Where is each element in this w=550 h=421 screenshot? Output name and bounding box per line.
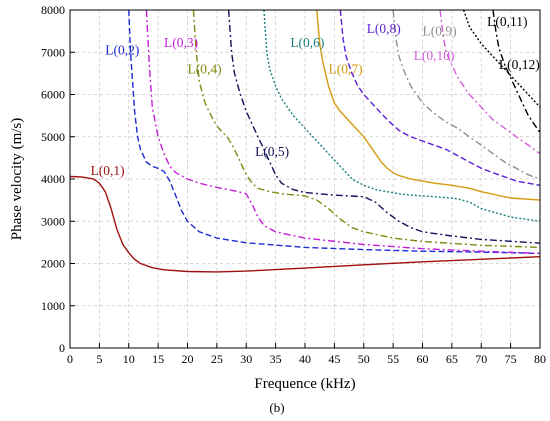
series-line-7: [316, 9, 541, 201]
series-line-1: [69, 175, 541, 273]
y-tick-label: 6000: [41, 88, 65, 102]
series-label-9: L(0,9): [423, 23, 457, 38]
series-label-3: L(0,3): [164, 35, 198, 50]
x-tick-label: 0: [67, 352, 73, 366]
x-tick-label: 60: [417, 352, 429, 366]
series-line-2: [128, 9, 541, 255]
y-axis-title: Phase velocity (m/s): [9, 118, 25, 240]
y-tick-label: 4000: [41, 172, 65, 186]
x-tick-label: 55: [387, 352, 399, 366]
axis-ticks: 0 5 10 15 20 25 30 35 40 45 50 55 60 65 70 75 80 0 1000 200…: [41, 3, 546, 366]
y-tick-label: 5000: [41, 130, 65, 144]
x-tick-label: 20: [182, 352, 194, 366]
series-label-1: L(0,1): [91, 163, 125, 178]
series-line-3: [145, 9, 541, 255]
x-axis-title: Frequence (kHz): [254, 376, 355, 392]
x-tick-label: 65: [446, 352, 458, 366]
x-tick-label: 30: [240, 352, 252, 366]
series-label-8: L(0,8): [367, 21, 401, 36]
series-line-4: [192, 9, 541, 249]
x-tick-label: 15: [152, 352, 164, 366]
series-line-10: [439, 9, 541, 155]
x-tick-label: 25: [211, 352, 223, 366]
series-line-8: [339, 9, 541, 186]
x-tick-label: 80: [534, 352, 546, 366]
panel-label: (b): [269, 400, 284, 415]
series-label-2: L(0,2): [105, 42, 139, 57]
series-lines: [69, 9, 541, 273]
series-line-9: [392, 9, 541, 180]
x-tick-label: 10: [123, 352, 135, 366]
x-tick-label: 40: [299, 352, 311, 366]
series-line-5: [227, 9, 541, 244]
series-label-5: L(0,5): [255, 144, 289, 159]
y-tick-label: 8000: [41, 3, 65, 17]
x-tick-label: 70: [475, 352, 487, 366]
series-label-10: L(0,10): [414, 48, 455, 63]
series-label-6: L(0,6): [290, 35, 324, 50]
y-tick-label: 3000: [41, 214, 65, 228]
series-line-11: [462, 9, 541, 108]
series-label-7: L(0,7): [329, 61, 363, 76]
series-label-4: L(0,4): [188, 61, 222, 76]
x-tick-label: 75: [505, 352, 517, 366]
series-label-12: L(0,12): [499, 57, 540, 72]
y-tick-label: 2000: [41, 257, 65, 271]
series-line-12: [492, 9, 541, 133]
y-tick-label: 7000: [41, 45, 65, 59]
y-tick-label: 0: [59, 341, 65, 355]
series-labels: L(0,1) L(0,2) L(0,3) L(0,4) L(0,5) L(0,6) L(0,…: [91, 14, 540, 178]
x-tick-label: 5: [96, 352, 102, 366]
series-label-11: L(0,11): [487, 14, 527, 29]
x-tick-label: 45: [328, 352, 340, 366]
x-tick-label: 35: [270, 352, 282, 366]
x-tick-label: 50: [358, 352, 370, 366]
y-tick-label: 1000: [41, 299, 65, 313]
